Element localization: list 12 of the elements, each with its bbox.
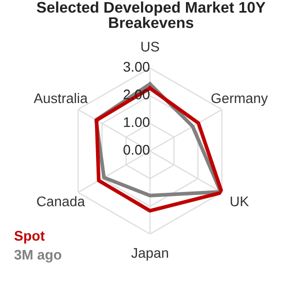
text: Spot <box>14 230 45 244</box>
y-tick-label: 3.00 <box>124 62 150 72</box>
spoke-label: Canada <box>37 196 86 206</box>
y-tick-label: 1.00 <box>124 117 150 128</box>
chart-title: Selected Developed Market 10Y Breakevens <box>36 2 266 28</box>
spoke-label: US <box>141 42 160 52</box>
spoke-label: Australia <box>34 92 88 104</box>
y-tick-label: 0.00 <box>124 144 150 155</box>
spoke-label: UK <box>230 196 249 206</box>
spoke-label: Japan <box>131 248 168 261</box>
text: 3M ago <box>14 250 62 262</box>
spoke-label: Germany <box>211 93 268 106</box>
